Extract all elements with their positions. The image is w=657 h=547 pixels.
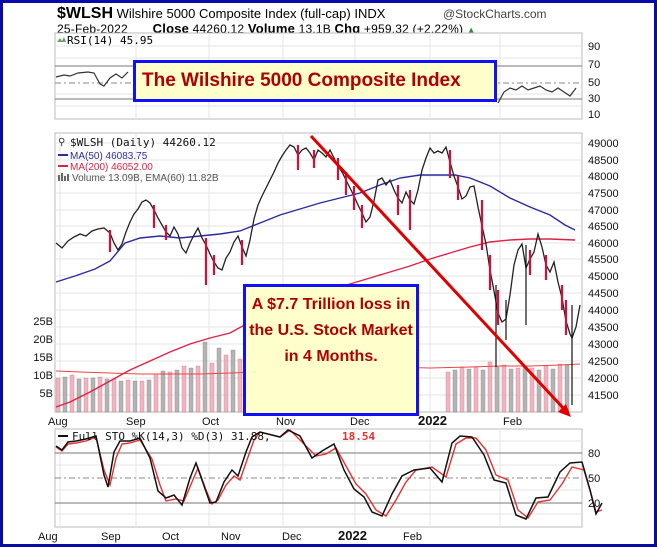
price-panel: ⚲ $WLSH (Daily) 44260.12 MA(50) 46083.75… — [33, 132, 619, 417]
legend-ma50: MA(50) 46083.75 — [70, 151, 148, 162]
svg-text:45000: 45000 — [588, 271, 619, 283]
sto-legend: Full STO %K(14,3) %D(3) 31.88, 18.54 — [58, 430, 375, 443]
svg-text:50: 50 — [588, 473, 600, 485]
svg-text:Feb: Feb — [503, 416, 522, 428]
legend-volume: Volume 13.09B, EMA(60) 11.82B — [72, 173, 219, 184]
ma50-line — [55, 174, 576, 283]
chg-label: Chg — [334, 21, 361, 36]
rsi-tick-30: 30 — [588, 93, 600, 105]
rsi-tick-70: 70 — [588, 59, 600, 71]
svg-text:Sep: Sep — [126, 416, 146, 428]
svg-text:20B: 20B — [33, 334, 53, 346]
svg-text:42500: 42500 — [588, 356, 619, 368]
svg-text:2022: 2022 — [418, 413, 447, 428]
price-axis: 49000 48500 48000 47500 47000 46500 4600… — [588, 138, 619, 402]
svg-text:44000: 44000 — [588, 305, 619, 317]
sto-legend-d: 18.54 — [342, 430, 375, 443]
sto-panel: Full STO %K(14,3) %D(3) 31.88, 18.54 80 … — [54, 428, 603, 528]
svg-text:Dec: Dec — [282, 531, 302, 543]
svg-text:Dec: Dec — [350, 416, 370, 428]
svg-text:Nov: Nov — [276, 416, 296, 428]
sto-k-line — [55, 429, 603, 520]
sto-axis: 80 50 20 — [588, 448, 600, 510]
symbol: $WLSH — [57, 5, 113, 22]
svg-text:49000: 49000 — [588, 138, 619, 150]
up-arrow-icon: ▲ — [466, 25, 476, 35]
candle-icon: ⚲ — [58, 137, 65, 148]
volume-label: Volume — [247, 21, 296, 36]
rsi-tick-90: 90 — [588, 41, 600, 53]
legend-ma200: MA(200) 46052.00 — [70, 162, 153, 173]
svg-text:Sep: Sep — [101, 531, 121, 543]
copyright: @StockCharts.com — [443, 7, 547, 21]
svg-text:43500: 43500 — [588, 322, 619, 334]
svg-text:Oct: Oct — [202, 416, 219, 428]
rsi-tick-50: 50 — [588, 77, 600, 89]
svg-text:2022: 2022 — [338, 528, 367, 543]
svg-text:47500: 47500 — [588, 188, 619, 200]
svg-text:46500: 46500 — [588, 221, 619, 233]
svg-text:44500: 44500 — [588, 288, 619, 300]
svg-text:Aug: Aug — [38, 531, 58, 543]
svg-text:25B: 25B — [33, 316, 53, 328]
svg-text:43000: 43000 — [588, 339, 619, 351]
index-name: Wilshire 5000 Composite Index (full-cap)… — [116, 6, 386, 21]
sto-x-axis: Aug Sep Oct Nov Dec 2022 Feb — [38, 528, 422, 543]
svg-text:Nov: Nov — [221, 531, 241, 543]
svg-text:48500: 48500 — [588, 155, 619, 167]
downtrend-arrow — [309, 134, 571, 417]
rsi-chart-icon — [57, 37, 66, 42]
svg-text:41500: 41500 — [588, 390, 619, 402]
loss-annotation-box: A $7.7 Trillion loss in the U.S. Stock M… — [243, 284, 419, 416]
close-label: Close — [152, 21, 190, 36]
price-x-axis: Aug Sep Oct Nov Dec 2022 Feb — [48, 413, 522, 428]
sto-legend-k: Full STO %K(14,3) %D(3) 31.88, — [72, 430, 271, 443]
svg-text:46000: 46000 — [588, 238, 619, 250]
svg-text:48000: 48000 — [588, 171, 619, 183]
price-legend: ⚲ $WLSH (Daily) 44260.12 MA(50) 46083.75… — [58, 136, 219, 184]
svg-text:47000: 47000 — [588, 205, 619, 217]
svg-text:42000: 42000 — [588, 373, 619, 385]
legend-main: $WLSH (Daily) 44260.12 — [70, 136, 216, 149]
title-annotation-box: The Wilshire 5000 Composite Index — [133, 60, 497, 102]
svg-text:80: 80 — [588, 448, 600, 460]
svg-text:Oct: Oct — [162, 531, 179, 543]
volume-axis: 25B 20B 15B 10B 5B — [33, 316, 53, 400]
sto-d-line — [55, 429, 603, 520]
svg-text:Aug: Aug — [48, 416, 68, 428]
chart-title-line: $WLSH Wilshire 5000 Composite Index (ful… — [57, 5, 547, 23]
svg-text:Feb: Feb — [403, 531, 422, 543]
rsi-legend: RSI(14) 45.95 — [67, 34, 153, 47]
volume-bars-icon — [58, 173, 69, 181]
svg-text:15B: 15B — [33, 352, 53, 364]
svg-text:10B: 10B — [33, 370, 53, 382]
svg-text:5B: 5B — [40, 388, 53, 400]
svg-text:20: 20 — [588, 498, 600, 510]
svg-text:45500: 45500 — [588, 254, 619, 266]
rsi-tick-10: 10 — [588, 109, 600, 121]
